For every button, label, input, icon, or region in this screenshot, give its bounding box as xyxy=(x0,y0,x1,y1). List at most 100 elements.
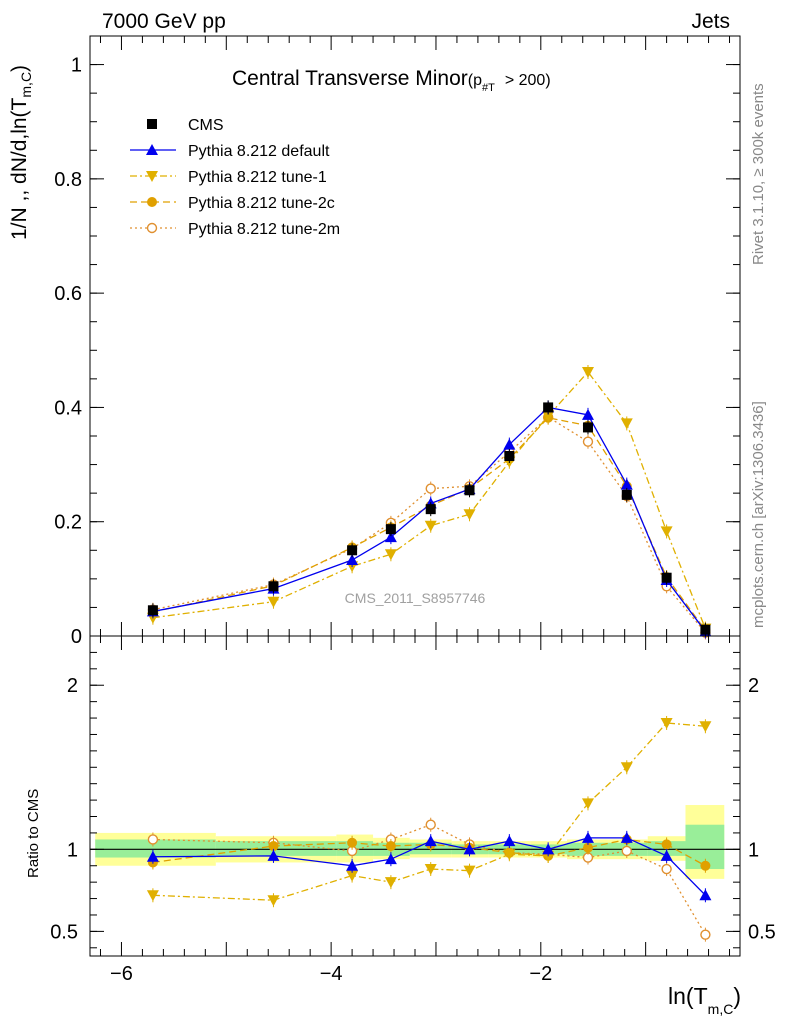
main-cms-point xyxy=(543,402,554,413)
uncertainty-band-inner xyxy=(95,839,216,858)
ratio-tune-1-point xyxy=(503,849,516,861)
legend-marker xyxy=(146,171,158,182)
legend-label: Pythia 8.212 tune-2c xyxy=(188,195,335,212)
ratio-tune-1-point xyxy=(146,890,159,902)
ratio-tune-1-point xyxy=(581,798,594,810)
main-y-axis-label: 1/N ,, dN/d,ln(Tm,C) xyxy=(8,65,34,240)
main-y-tick-label: 0.8 xyxy=(54,169,82,191)
ratio-default-point xyxy=(146,850,159,862)
legend-entry-default: Pythia 8.212 default xyxy=(130,143,330,160)
main-tune-1-point xyxy=(542,411,555,422)
x-tick-label: −4 xyxy=(320,963,343,985)
main-plot-content xyxy=(146,365,712,640)
ratio-y-tick-label-right: 2 xyxy=(748,675,759,697)
main-tune-2m-point xyxy=(582,436,594,447)
legend-entry-cms: CMS xyxy=(147,117,224,134)
x-axis-label: ln(Tm,C) xyxy=(668,983,741,1017)
main-default-point xyxy=(620,478,633,490)
main-default-line xyxy=(152,406,706,632)
main-y-tick-label: 1 xyxy=(71,55,82,77)
legend-entry-tune-2m: Pythia 8.212 tune-2m xyxy=(130,221,340,238)
chart-title-tail: > 200) xyxy=(505,72,551,89)
ratio-tune-2c-point xyxy=(582,842,593,853)
ratio-tune-1-point xyxy=(660,717,673,729)
ratio-tune-1-point xyxy=(267,895,280,907)
ratio-tune-1-line xyxy=(152,722,706,901)
ratio-tune-1-point xyxy=(699,721,712,733)
ratio-default-series xyxy=(146,830,712,903)
legend-label: Pythia 8.212 tune-1 xyxy=(188,169,327,186)
ratio-tune-2m-point xyxy=(700,929,711,940)
main-y-tick-label: 0 xyxy=(71,626,82,648)
ratio-plot-content xyxy=(90,715,740,942)
main-default-point xyxy=(581,408,594,420)
legend-label: Pythia 8.212 default xyxy=(188,143,330,160)
main-cms-point xyxy=(347,545,358,556)
main-cms-point xyxy=(147,605,158,616)
main-tune-1-point xyxy=(267,596,280,608)
main-y-axis-label-text: 1/N ,, dN/d,ln(T xyxy=(8,97,31,240)
ratio-tune-2m-point xyxy=(425,819,436,830)
main-default-point xyxy=(384,531,397,543)
ratio-default-line xyxy=(152,837,706,896)
ratio-default-point xyxy=(463,843,476,855)
main-cms-point xyxy=(268,581,279,592)
header-left-label: 7000 GeV pp xyxy=(102,10,226,33)
main-y-tick-label: 0.6 xyxy=(54,283,82,305)
main-tune-1-point xyxy=(384,549,397,561)
ratio-tune-1-series xyxy=(146,715,712,908)
main-y-tick-label: 0.2 xyxy=(54,512,82,534)
chart-title: Central Transverse Minor(p#T > 200) xyxy=(232,67,551,94)
legend-entry-tune-2c: Pythia 8.212 tune-2c xyxy=(130,195,335,212)
main-tune-1-line xyxy=(152,370,707,629)
main-default-point xyxy=(503,438,516,450)
x-tick-label: −2 xyxy=(529,963,552,985)
main-y-tick-label: 0.4 xyxy=(54,397,82,419)
header-right-label: Jets xyxy=(691,10,730,33)
ratio-tune-2c-point xyxy=(385,841,396,852)
main-tune-1-point xyxy=(581,367,594,378)
x-tick-label: −6 xyxy=(110,963,133,985)
ratio-y-tick-label-right: 1 xyxy=(748,839,759,861)
legend-label: Pythia 8.212 tune-2m xyxy=(188,221,340,238)
ratio-tune-2c-point xyxy=(700,860,711,871)
ratio-default-point xyxy=(581,831,594,843)
ratio-tune-1-point xyxy=(620,762,633,774)
ratio-ticks: 0.5 0.5 1 1 2 2 −6 −4 −2 xyxy=(50,636,776,985)
main-cms-point xyxy=(661,572,672,583)
main-cms-point xyxy=(504,451,515,461)
main-panel: 0 0.2 0.4 0.6 0.8 1 Central Transverse Minor(… xyxy=(8,35,741,648)
ratio-default-point xyxy=(542,843,555,855)
ratio-tune-1-point xyxy=(384,877,397,889)
main-cms-point xyxy=(385,524,396,535)
analysis-watermark: CMS_2011_S8957746 xyxy=(345,590,486,606)
legend-marker xyxy=(147,119,157,129)
ratio-tune-2m-point xyxy=(621,845,632,857)
ratio-y-tick-label: 0.5 xyxy=(50,921,78,943)
ratio-y-axis-label: Ratio to CMS xyxy=(25,789,42,878)
ratio-y-tick-label-right: 0.5 xyxy=(748,921,776,943)
ratio-tune-1-point xyxy=(424,864,437,876)
ratio-panel: 0.5 0.5 1 1 2 2 −6 −4 −2 Ratio to CMS ln(Tm,C) xyxy=(25,635,776,1017)
ratio-default-point xyxy=(660,849,673,861)
ratio-tune-1-point xyxy=(346,870,359,882)
ratio-default-point xyxy=(424,835,437,847)
main-cms-series xyxy=(147,400,711,637)
main-cms-point xyxy=(582,422,593,433)
main-tune-2m-line xyxy=(152,416,706,633)
main-tune-1-point xyxy=(620,418,633,430)
ratio-frame xyxy=(89,635,741,957)
ratio-tune-2c-point xyxy=(661,839,672,850)
ratio-default-point xyxy=(620,831,633,843)
x-axis-label-close: ) xyxy=(733,983,741,1009)
main-ticks: 0 0.2 0.4 0.6 0.8 1 xyxy=(54,36,740,648)
ratio-default-point xyxy=(384,853,397,865)
x-axis-label-sub: m,C xyxy=(708,1001,734,1017)
ratio-y-tick-label: 2 xyxy=(67,675,78,697)
legend-marker xyxy=(146,144,158,155)
ratio-default-point xyxy=(699,889,712,901)
main-cms-point xyxy=(621,489,632,500)
main-default-point xyxy=(346,554,359,565)
chart-title-sub-index: #T xyxy=(482,82,495,94)
